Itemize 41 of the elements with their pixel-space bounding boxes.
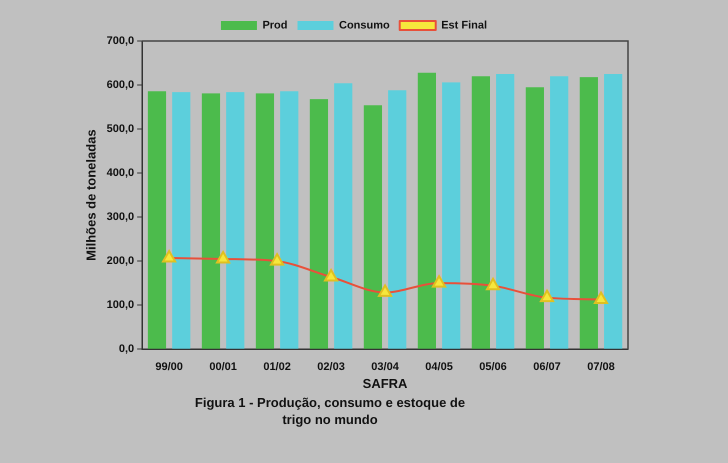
x-tick-label: 02/03 bbox=[317, 360, 345, 373]
x-tick-label: 07/08 bbox=[587, 360, 615, 373]
bar bbox=[256, 93, 274, 349]
y-tick-label: 0,0 bbox=[118, 343, 134, 356]
bar bbox=[418, 72, 436, 349]
y-tick-label: 100,0 bbox=[106, 299, 134, 312]
bar bbox=[310, 99, 328, 349]
legend-label: Consumo bbox=[338, 20, 390, 32]
bar bbox=[280, 91, 298, 349]
bar bbox=[226, 92, 244, 349]
bar bbox=[388, 90, 406, 349]
bar bbox=[334, 83, 352, 349]
x-axis-title: SAFRA bbox=[362, 376, 408, 391]
legend-label: Prod bbox=[262, 20, 288, 32]
x-tick-label: 01/02 bbox=[263, 360, 291, 373]
y-tick-label: 600,0 bbox=[106, 79, 134, 92]
x-tick-label: 06/07 bbox=[533, 360, 561, 373]
bar bbox=[526, 87, 544, 349]
x-tick-label: 99/00 bbox=[155, 360, 183, 373]
bar bbox=[496, 74, 514, 349]
bar bbox=[202, 93, 220, 349]
y-tick-label: 500,0 bbox=[106, 123, 134, 136]
bar bbox=[172, 92, 190, 349]
bar bbox=[364, 105, 382, 349]
bar bbox=[442, 82, 460, 349]
x-tick-label: 00/01 bbox=[209, 360, 237, 373]
y-axis-title: Milhões de toneladas bbox=[83, 129, 98, 261]
text: Figura 1 - Produção, consumo e estoque de trigo no mundo bbox=[194, 394, 466, 428]
legend-label: Est Final bbox=[441, 20, 488, 32]
bar bbox=[550, 76, 568, 349]
y-tick-label: 200,0 bbox=[106, 255, 134, 268]
y-tick-label: 700,0 bbox=[106, 35, 134, 48]
bar bbox=[580, 77, 598, 349]
bar bbox=[148, 91, 166, 349]
x-tick-label: 04/05 bbox=[425, 360, 453, 373]
y-tick-label: 400,0 bbox=[106, 167, 134, 180]
x-tick-label: 05/06 bbox=[479, 360, 507, 373]
x-tick-label: 03/04 bbox=[371, 360, 400, 373]
bar bbox=[472, 76, 490, 349]
bar bbox=[604, 74, 622, 349]
y-tick-label: 300,0 bbox=[106, 211, 134, 224]
